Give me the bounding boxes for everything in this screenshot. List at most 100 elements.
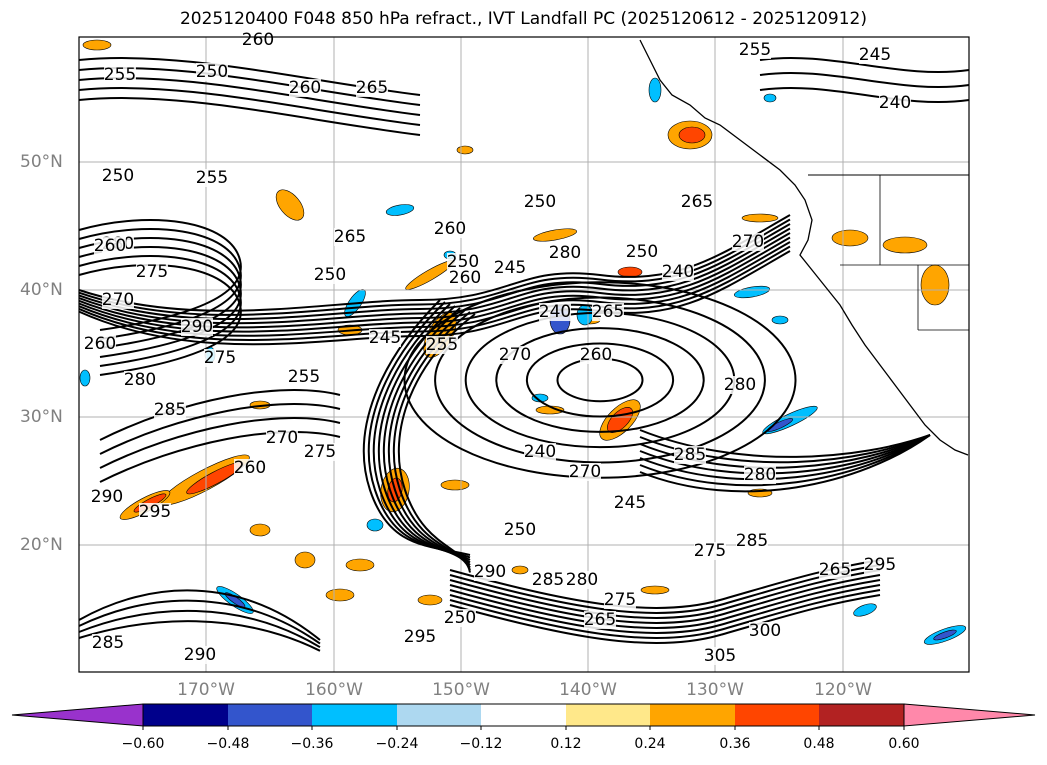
northern-contour (78, 97, 421, 136)
contour-label-bg (196, 63, 228, 81)
western-contour (78, 237, 242, 349)
lon-label: 130°W (686, 680, 744, 700)
contour-label-bg (404, 628, 436, 646)
sw-contour (78, 620, 321, 652)
colorbar-outline (142, 703, 905, 727)
contour-label-bg (242, 31, 274, 49)
colorbar-segment (312, 704, 397, 726)
shaded-anomaly (417, 594, 443, 606)
southern-contour (449, 579, 881, 630)
shaded-anomaly (440, 479, 470, 491)
coastline-west-coast (639, 39, 969, 456)
contour-label-bg (739, 41, 771, 59)
contour-value-label: 270 (266, 428, 298, 448)
sw-contour (78, 609, 321, 649)
colorbar-tick-label: −0.12 (459, 736, 503, 752)
contour-label-bg (92, 634, 124, 652)
contour-value-label: 270 (102, 290, 134, 310)
contour-label-bg (266, 429, 298, 447)
contour-label-bg (674, 446, 706, 464)
colorbar-tick-label: −0.24 (375, 736, 419, 752)
shaded-anomaly (456, 145, 474, 155)
contour-label-bg (356, 79, 388, 97)
contour-value-label: 240 (879, 93, 911, 113)
colorbar-segment (397, 704, 481, 726)
western-contour (99, 431, 341, 483)
contour-label-bg (314, 266, 346, 284)
shaded-anomaly (933, 629, 957, 641)
southern-contour (449, 584, 881, 635)
trough-contour (387, 309, 471, 569)
southern-contour (449, 569, 881, 620)
contour-value-label: 265 (819, 560, 851, 580)
contour-label-bg (549, 244, 581, 262)
jet-contour (78, 245, 791, 342)
contour-value-label: 265 (584, 610, 616, 630)
contour-value-label: 275 (604, 590, 636, 610)
contour-value-label: 280 (124, 370, 156, 390)
contour-value-label: 245 (494, 258, 526, 278)
contour-value-label: 255 (288, 367, 320, 387)
shaded-anomaly (640, 585, 670, 595)
shaded-anomaly (763, 93, 777, 103)
shaded-anomaly (345, 558, 375, 572)
contour-value-label: 295 (864, 555, 896, 575)
contour-label-bg (681, 193, 713, 211)
contour-label-bg (694, 542, 726, 560)
lat-label: 20°N (20, 535, 63, 555)
colorbar-tick-label: 0.48 (803, 736, 835, 752)
contour-label-bg (580, 346, 612, 364)
contour-label-bg (614, 494, 646, 512)
closed-contour (464, 311, 736, 449)
colorbar-tick-label: −0.36 (290, 736, 334, 752)
contour-value-label: 250 (102, 166, 134, 186)
contour-label-bg (204, 349, 236, 367)
shaded-anomaly (576, 304, 594, 326)
western-contour (99, 403, 341, 455)
colorbar-segment (143, 704, 228, 726)
colorbar-extend-max (903, 703, 1036, 727)
shaded-anomaly (853, 603, 877, 617)
contour-value-label: 290 (474, 562, 506, 582)
contour-label-bg (304, 443, 336, 461)
contour-value-label: 260 (84, 334, 116, 354)
contour-value-label: 250 (504, 520, 536, 540)
western-contour (99, 417, 341, 469)
contour-label-bg (736, 532, 768, 550)
contour-label-bg (524, 193, 556, 211)
contour-value-label: 285 (736, 531, 768, 551)
contour-value-label: 280 (549, 243, 581, 263)
ar-contour (639, 434, 931, 481)
contour-value-label: 280 (724, 375, 756, 395)
contour-label-bg (626, 243, 658, 261)
southern-contour (449, 594, 881, 645)
shaded-anomaly (733, 285, 771, 299)
contour-value-label: 240 (524, 442, 556, 462)
colorbar-extend-min (11, 703, 144, 727)
contour-label-bg (749, 622, 781, 640)
contour-value-label: 250 (447, 252, 479, 272)
ar-contour (639, 429, 931, 458)
colorbar (11, 703, 1036, 730)
contour-value-label: 240 (662, 262, 694, 282)
contour-label-bg (94, 237, 126, 255)
sw-contour (78, 599, 321, 645)
contour-value-label: 300 (749, 621, 781, 641)
contour-label-bg (864, 556, 896, 574)
colorbar-tick-label: 0.36 (719, 736, 751, 752)
contour-value-label: 250 (196, 62, 228, 82)
shaded-anomaly (325, 588, 355, 602)
shaded-anomaly (920, 264, 950, 306)
colorbar-segment (819, 704, 904, 726)
contour-label-bg (184, 646, 216, 664)
contour-label-bg (532, 571, 564, 589)
contour-value-label: 255 (739, 40, 771, 60)
contour-labels: 2552502602652602552452402502552802752502… (84, 30, 911, 666)
contour-label-bg (444, 609, 476, 627)
ne-contour (759, 71, 970, 89)
contour-label-bg (181, 318, 213, 336)
contour-value-label: 245 (859, 45, 891, 65)
shaded-anomaly (678, 126, 706, 144)
jet-contour (78, 236, 791, 333)
